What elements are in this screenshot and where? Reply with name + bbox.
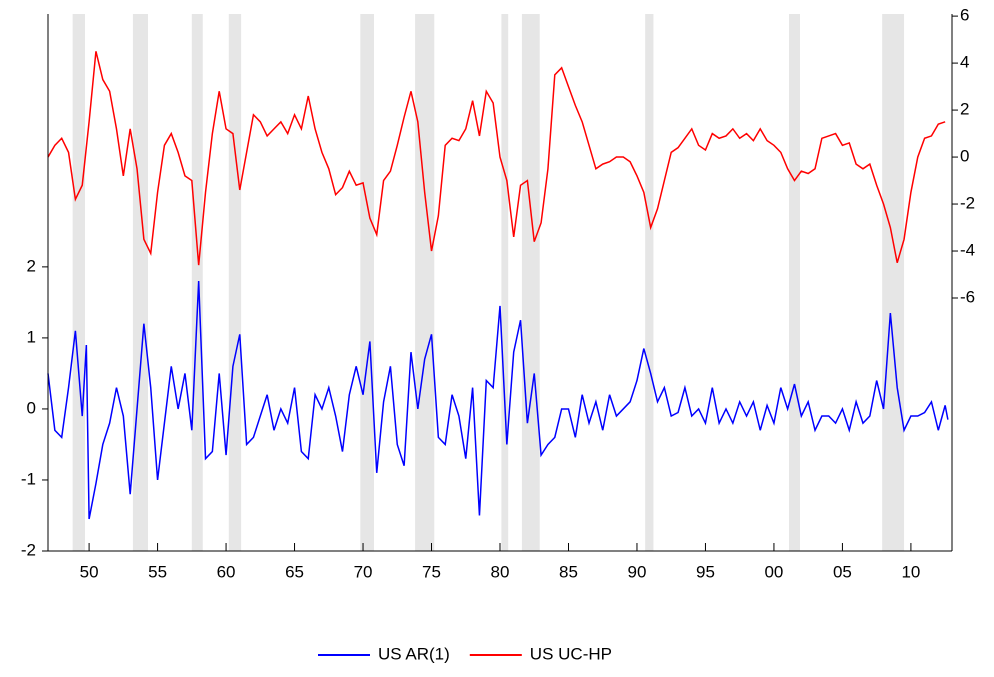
y-tick-label: 1 xyxy=(27,327,36,346)
y-tick-label: 2 xyxy=(27,256,36,275)
lines-layer xyxy=(47,51,949,520)
legend-label: US UC-HP xyxy=(530,644,612,663)
series-line xyxy=(47,281,949,520)
x-tick-label: 05 xyxy=(833,562,852,581)
x-tick-label: 90 xyxy=(628,562,647,581)
x-tick-label: 75 xyxy=(422,562,441,581)
legend-label: US AR(1) xyxy=(378,644,450,663)
recession-band xyxy=(789,14,800,551)
recession-band xyxy=(645,14,654,551)
recession-band xyxy=(132,14,148,551)
series-line xyxy=(47,51,946,266)
y-tick-label: -2 xyxy=(21,540,36,559)
y2-tick-label: 2 xyxy=(960,100,969,119)
y-tick-label: 0 xyxy=(27,398,36,417)
y2-tick-label: 0 xyxy=(960,147,969,166)
recession-band xyxy=(72,14,85,551)
x-tick-label: 55 xyxy=(148,562,167,581)
x-tick-label: 10 xyxy=(901,562,920,581)
recession-band xyxy=(415,14,435,551)
y2-tick-label: 6 xyxy=(960,6,969,25)
x-tick-label: 80 xyxy=(491,562,510,581)
recession-band xyxy=(882,14,905,551)
y2-tick-label: 4 xyxy=(960,53,969,72)
recession-band xyxy=(191,14,203,551)
recession-band xyxy=(360,14,374,551)
x-tick-label: 70 xyxy=(354,562,373,581)
x-tick-label: 00 xyxy=(764,562,783,581)
x-tick-label: 95 xyxy=(696,562,715,581)
x-tick-label: 85 xyxy=(559,562,578,581)
y2-tick-label: -2 xyxy=(960,194,975,213)
y2-tick-label: -4 xyxy=(960,241,975,260)
y2-tick-label: -6 xyxy=(960,287,975,306)
x-tick-label: 50 xyxy=(80,562,99,581)
recession-band xyxy=(501,14,509,551)
recession-band xyxy=(521,14,540,551)
y-tick-label: -1 xyxy=(21,469,36,488)
x-tick-label: 65 xyxy=(285,562,304,581)
legend: US AR(1) US UC-HP xyxy=(318,644,612,663)
recession-band xyxy=(228,14,242,551)
x-tick-label: 60 xyxy=(217,562,236,581)
axes-layer: 50 55 60 65 70 75 80 85 90 95 00 05 10 -2 -1 0 1 2 -6 -4 -2 0… xyxy=(21,6,975,582)
